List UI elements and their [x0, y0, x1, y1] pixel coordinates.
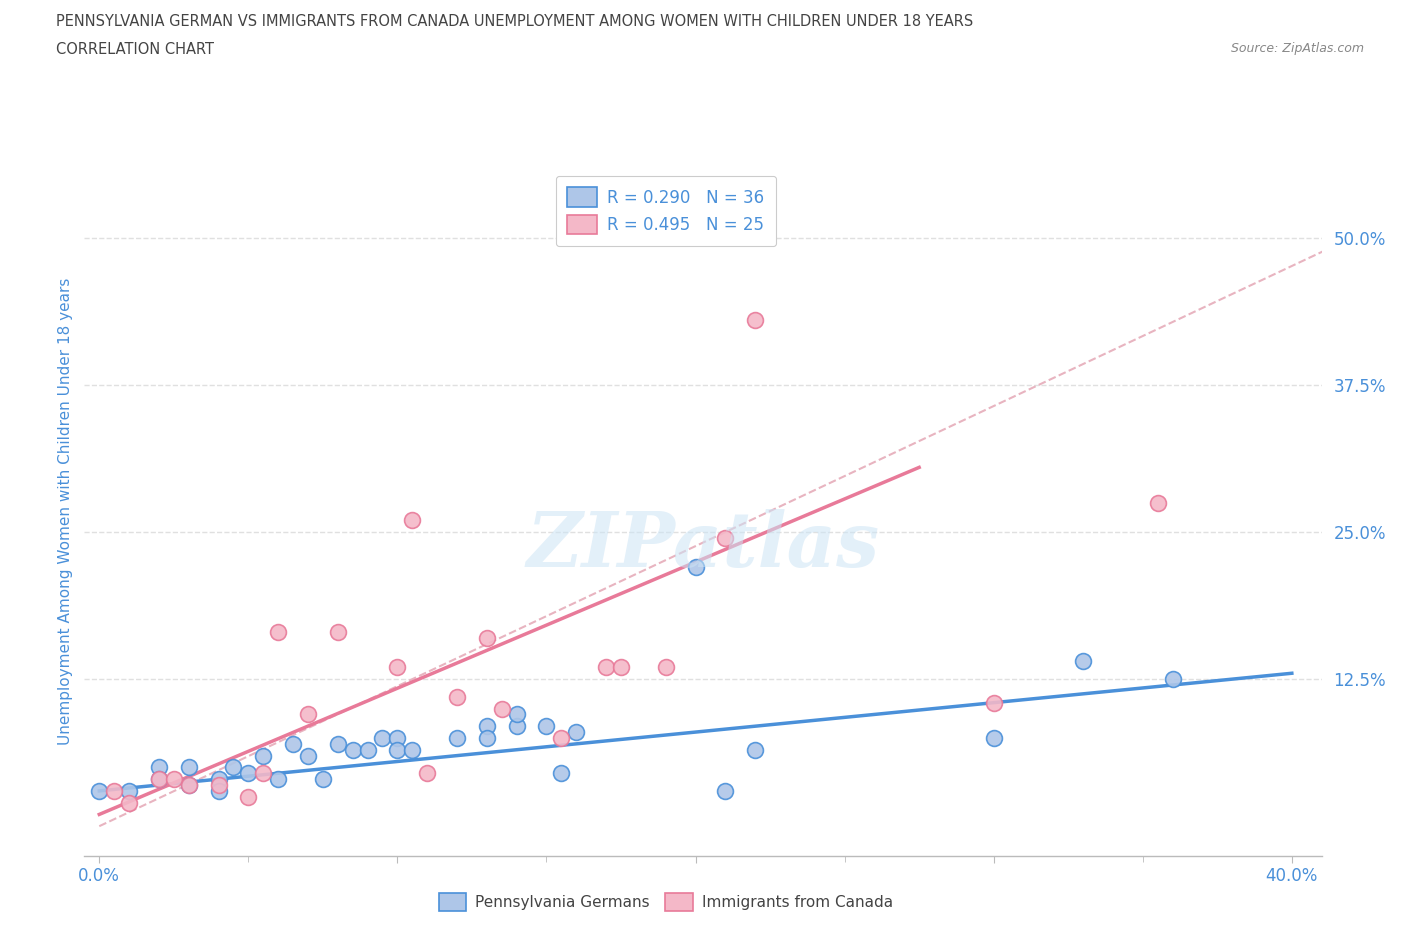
Point: [401, 742, 423, 757]
Point: [238, 790, 260, 804]
Point: [118, 783, 141, 798]
Point: [550, 765, 572, 780]
Point: [297, 707, 319, 722]
Point: [1161, 671, 1184, 686]
Point: [177, 777, 200, 792]
Point: [267, 772, 290, 787]
Point: [371, 731, 394, 746]
Point: [326, 737, 349, 751]
Point: [207, 777, 229, 792]
Point: [148, 760, 170, 775]
Point: [446, 689, 468, 704]
Point: [387, 731, 409, 746]
Point: [536, 719, 558, 734]
Point: [654, 660, 676, 675]
Point: [177, 760, 200, 775]
Point: [103, 783, 125, 798]
Point: [342, 742, 364, 757]
Point: [475, 731, 498, 746]
Point: [238, 765, 260, 780]
Point: [1071, 654, 1094, 669]
Point: [685, 560, 707, 575]
Point: [416, 765, 439, 780]
Point: [505, 719, 527, 734]
Point: [118, 795, 141, 810]
Point: [326, 625, 349, 640]
Legend: Pennsylvania Germans, Immigrants from Canada: Pennsylvania Germans, Immigrants from Ca…: [433, 887, 900, 917]
Point: [207, 772, 229, 787]
Point: [446, 731, 468, 746]
Point: [550, 731, 572, 746]
Point: [714, 783, 737, 798]
Point: [475, 719, 498, 734]
Text: ZIPatlas: ZIPatlas: [526, 509, 880, 583]
Point: [714, 530, 737, 545]
Point: [177, 777, 200, 792]
Y-axis label: Unemployment Among Women with Children Under 18 years: Unemployment Among Women with Children U…: [58, 278, 73, 745]
Text: Source: ZipAtlas.com: Source: ZipAtlas.com: [1230, 42, 1364, 55]
Point: [267, 625, 290, 640]
Point: [744, 312, 766, 327]
Text: CORRELATION CHART: CORRELATION CHART: [56, 42, 214, 57]
Text: PENNSYLVANIA GERMAN VS IMMIGRANTS FROM CANADA UNEMPLOYMENT AMONG WOMEN WITH CHIL: PENNSYLVANIA GERMAN VS IMMIGRANTS FROM C…: [56, 14, 973, 29]
Point: [1146, 496, 1168, 511]
Point: [222, 760, 245, 775]
Point: [565, 724, 588, 739]
Point: [297, 748, 319, 763]
Point: [148, 772, 170, 787]
Point: [252, 748, 274, 763]
Point: [312, 772, 335, 787]
Point: [387, 660, 409, 675]
Point: [281, 737, 304, 751]
Point: [89, 783, 111, 798]
Point: [387, 742, 409, 757]
Point: [207, 783, 229, 798]
Point: [983, 696, 1005, 711]
Point: [356, 742, 378, 757]
Point: [983, 731, 1005, 746]
Point: [595, 660, 617, 675]
Point: [252, 765, 274, 780]
Point: [505, 707, 527, 722]
Point: [744, 742, 766, 757]
Point: [475, 631, 498, 645]
Point: [401, 512, 423, 527]
Point: [491, 701, 513, 716]
Point: [163, 772, 186, 787]
Point: [148, 772, 170, 787]
Point: [610, 660, 633, 675]
